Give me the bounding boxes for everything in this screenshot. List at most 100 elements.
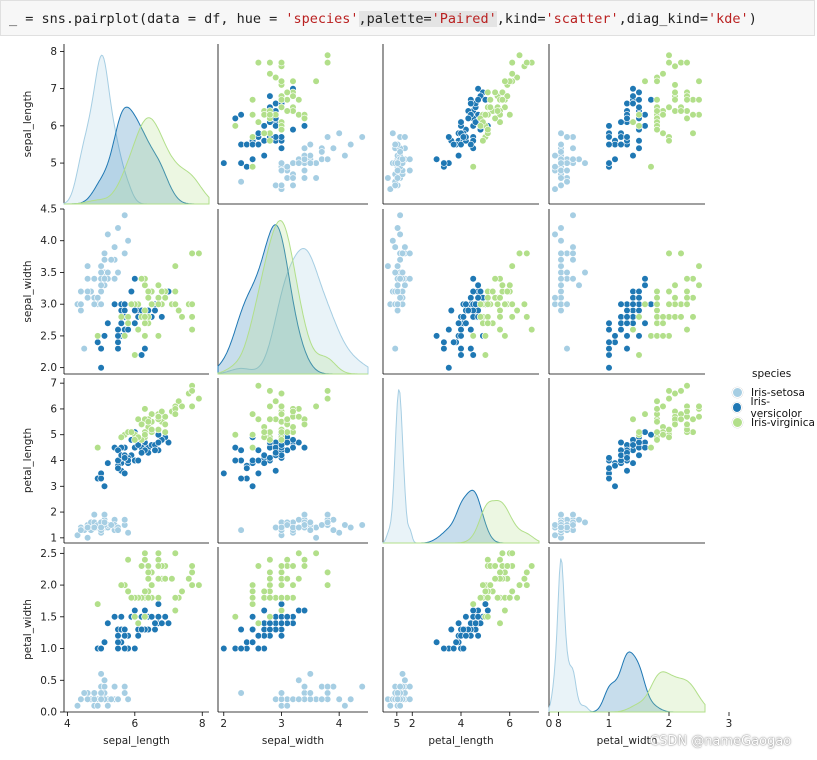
data-point [121,644,129,653]
data-point [300,166,309,175]
data-point [300,562,309,570]
data-point [77,306,85,315]
data-point [144,294,152,302]
data-point [154,300,162,308]
data-point [158,619,166,627]
data-point [605,122,613,130]
data-point [653,436,661,444]
x-tick-label: 4 [64,718,71,730]
data-point [496,118,504,126]
data-point [249,96,257,104]
data-point [249,155,257,163]
data-point [629,319,637,327]
data-point [605,351,613,359]
data-point [551,230,559,238]
data-point [569,144,577,152]
data-point [494,107,502,115]
data-point [289,407,297,416]
data-point [605,140,613,149]
data-point [617,133,625,141]
data-point [188,387,196,395]
kde-iris-versicolor [64,106,209,205]
data-point [445,326,453,334]
x-tick-label: 2 [666,718,673,730]
data-point [563,275,571,283]
data-point [467,326,475,334]
data-point [300,144,309,152]
data-point [97,523,105,532]
data-point [249,410,257,418]
data-point [121,632,129,640]
data-point [641,410,649,418]
data-point [629,85,637,93]
data-point [124,556,132,564]
data-point [100,332,109,340]
data-point [455,619,463,627]
data-point [335,695,343,703]
data-point [188,581,196,589]
data-point [300,174,309,182]
data-point [469,332,477,340]
data-point [260,459,268,467]
data-point [569,256,577,264]
data-point [154,600,162,608]
data-point [300,114,309,122]
data-point [295,549,303,557]
data-point [496,568,504,577]
data-point [127,287,135,296]
legend-title: species [752,368,792,380]
data-point [90,695,98,703]
data-point [457,118,465,126]
x-tick-label: 2 [409,718,416,730]
data-point [611,462,619,470]
data-point [283,613,291,621]
data-point [498,549,507,557]
data-point [653,313,661,321]
data-point [243,464,251,472]
data-point [623,345,631,353]
data-point [528,326,536,334]
data-point [459,133,468,141]
data-point [506,281,514,289]
data-point [260,428,268,436]
data-point [312,534,320,542]
data-point [266,581,274,589]
y-tick-label: 3.0 [40,299,57,311]
data-point [528,562,536,570]
data-point [295,96,303,104]
data-point [635,287,643,296]
data-point [394,695,402,703]
data-point [641,444,649,452]
data-point [107,521,115,529]
data-point [151,446,159,454]
data-point [161,428,169,436]
data-point [457,326,465,334]
data-point [97,670,105,678]
code-cell[interactable]: _ = sns.pairplot(data = df, hue = 'speci… [0,0,815,36]
data-point [563,159,571,167]
data-point [557,224,565,232]
code-segment: ,diag_kind= [618,11,709,27]
data-point [77,287,85,296]
data-point [476,594,485,602]
data-point [272,467,280,475]
data-point [629,313,637,321]
data-point [671,107,679,115]
data-point [178,587,186,596]
data-point [484,556,492,564]
data-point [695,402,703,411]
data-point [476,287,485,296]
data-point [513,594,521,602]
data-point [557,237,565,245]
data-point [396,256,404,264]
data-point [104,702,112,710]
data-point [671,81,679,89]
data-point [491,562,499,570]
data-point [459,313,468,321]
data-point [513,73,521,82]
data-point [277,181,286,189]
data-point [324,395,332,403]
data-point [481,111,490,119]
data-point [569,211,577,219]
data-point [484,126,492,134]
